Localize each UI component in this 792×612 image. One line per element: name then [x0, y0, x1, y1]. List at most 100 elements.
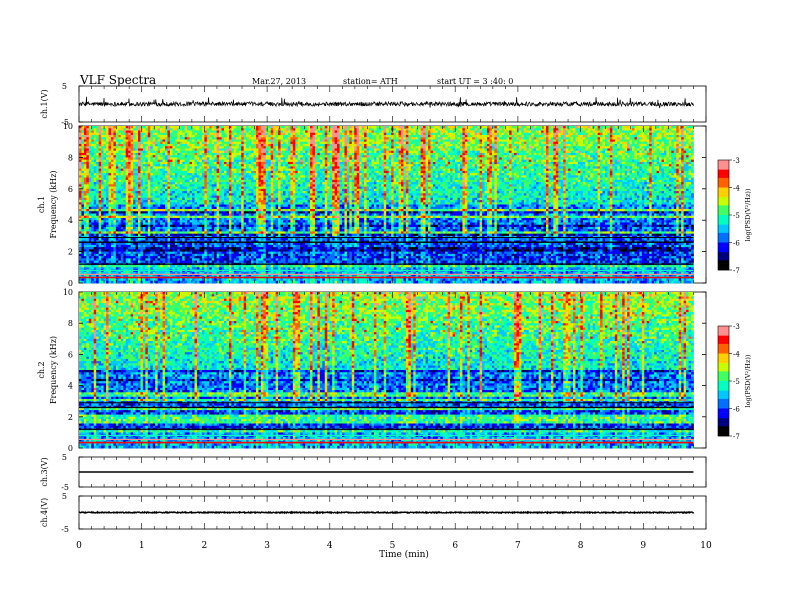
ch1-spectrogram-cell	[150, 169, 153, 172]
ch1-spectrogram-cell	[175, 137, 178, 140]
ch1-spectrogram-cell	[145, 144, 148, 147]
ch1-spectrogram-cell	[143, 200, 146, 203]
ch1-spectrogram-cell	[121, 247, 124, 250]
ch1-spectrogram-cell	[163, 222, 166, 225]
ch1-spectrogram-cell	[79, 207, 82, 210]
ch1-spectrogram-cell	[153, 247, 156, 250]
ch1-spectrogram-cell	[175, 254, 178, 257]
ch1-spectrogram-cell	[153, 231, 156, 234]
ch1-spectrogram-cell	[133, 247, 136, 250]
ch1-spectrogram-cell	[197, 207, 200, 210]
ch1-spectrogram-cell	[94, 144, 97, 147]
ch1-spectrogram-cell	[128, 153, 131, 156]
ch1-spectrogram-cell	[81, 200, 84, 203]
ch1-spectrogram-cell	[131, 279, 134, 282]
ch1-spectrogram-cell	[160, 184, 163, 187]
ch1-spectrogram-cell	[113, 169, 116, 172]
ch1-spectrogram-cell	[86, 207, 89, 210]
ch1-spectrogram-cell	[133, 231, 136, 234]
ch1-spectrogram-cell	[131, 207, 134, 210]
ch1-spectrogram-cell	[158, 279, 161, 282]
ch1-spectrogram-cell	[177, 247, 180, 250]
ch1-spectrogram-cell	[165, 160, 168, 163]
ch1-spectrogram-cell	[182, 281, 185, 284]
ch1-spectrogram-cell	[118, 231, 121, 234]
ch1-spectrogram-cell	[79, 216, 82, 219]
ch1-spectrogram-cell	[187, 200, 190, 203]
ch1-spectrogram-cell	[94, 184, 97, 187]
ch1-spectrogram-cell	[170, 175, 173, 178]
ch1-spectrogram-cell	[136, 200, 139, 203]
ch1-spectrogram-cell	[167, 216, 170, 219]
ch1-spectrogram-cell	[148, 200, 151, 203]
ch1-spectrogram-cell	[131, 191, 134, 194]
ch1-spectrogram-cell	[163, 207, 166, 210]
ch1-spectrogram-cell	[163, 254, 166, 257]
ch1-spectrogram-cell	[172, 191, 175, 194]
ch1-spectrogram-cell	[116, 128, 119, 131]
ch1-spectrogram-cell	[86, 200, 89, 203]
ch1-spectrogram-cell	[187, 191, 190, 194]
ch1-spectrogram-cell	[94, 222, 97, 225]
ch1-spectrogram-cell	[195, 254, 198, 257]
ch1-spectrogram-cell	[158, 137, 161, 140]
ch1-spectrogram-cell	[131, 231, 134, 234]
ch1-spectrogram-cell	[111, 137, 114, 140]
ch1-spectrogram-cell	[126, 231, 129, 234]
ch1-spectrogram-cell	[84, 216, 87, 219]
ch1-spectrogram-cell	[167, 222, 170, 225]
ch1-spectrogram-cell	[197, 238, 200, 241]
ch1-spectrogram-cell	[199, 222, 202, 225]
ch1-spectrogram-cell	[113, 160, 116, 163]
ch1-spectrogram-cell	[111, 128, 114, 131]
ch1-spectrogram-cell	[160, 191, 163, 194]
ch1-spectrogram-cell	[155, 279, 158, 282]
ch1-spectrogram-cell	[101, 160, 104, 163]
ch1-spectrogram-cell	[118, 184, 121, 187]
ch1-spectrogram-cell	[118, 175, 121, 178]
ch1-spectrogram-cell	[86, 128, 89, 131]
ch1-spectrogram-cell	[99, 191, 102, 194]
ch1-spectrogram-cell	[101, 216, 104, 219]
ch1-spectrogram-cell	[197, 153, 200, 156]
ch1-spectrogram-cell	[81, 247, 84, 250]
ch1-spectrogram-cell	[185, 200, 188, 203]
ch1-spectrogram-cell	[175, 160, 178, 163]
ch1-spectrogram-cell	[138, 222, 141, 225]
ch1-spectrogram-cell	[199, 254, 202, 257]
ch1-spectrogram-cell	[118, 169, 121, 172]
ch1-spectrogram-cell	[190, 247, 193, 250]
ch1-spectrogram-cell	[155, 160, 158, 163]
ch1-spectrogram-cell	[118, 137, 121, 140]
ch1-spectrogram-cell	[91, 175, 94, 178]
ch1-spectrogram-cell	[172, 231, 175, 234]
ch1-spectrogram-cell	[133, 281, 136, 284]
ch1-spectrogram-cell	[185, 247, 188, 250]
ch1-spectrogram-cell	[158, 169, 161, 172]
ch1-spectrogram-cell	[131, 184, 134, 187]
ch1-spectrogram-cell	[133, 144, 136, 147]
ch1-spectrogram-cell	[170, 207, 173, 210]
ch1-spectrogram-cell	[101, 137, 104, 140]
ch1-spectrogram-cell	[106, 200, 109, 203]
ch1-spectrogram-cell	[180, 160, 183, 163]
ch1-spectrogram-cell	[113, 254, 116, 257]
ch1-spectrogram-cell	[104, 153, 107, 156]
ch1-spectrogram-cell	[167, 144, 170, 147]
ch1-spectrogram-cell	[128, 191, 131, 194]
ch1-spectrogram-cell	[150, 207, 153, 210]
ch1-spectrogram-cell	[113, 231, 116, 234]
ch1-spectrogram-cell	[177, 169, 180, 172]
ch1-spectrogram-cell	[187, 281, 190, 284]
ch1-spectrogram-cell	[182, 216, 185, 219]
ch1-spectrogram-cell	[86, 144, 89, 147]
ch1-spectrogram-cell	[160, 216, 163, 219]
ch1-spectrogram-cell	[113, 191, 116, 194]
ch1-spectrogram-cell	[118, 279, 121, 282]
ch1-spectrogram-cell	[199, 175, 202, 178]
ch1-spectrogram-cell	[160, 175, 163, 178]
ch1-spectrogram-cell	[126, 279, 129, 282]
ch1-spectrogram-cell	[111, 238, 114, 241]
ch1-spectrogram-cell	[165, 279, 168, 282]
ch1-spectrogram-cell	[180, 207, 183, 210]
